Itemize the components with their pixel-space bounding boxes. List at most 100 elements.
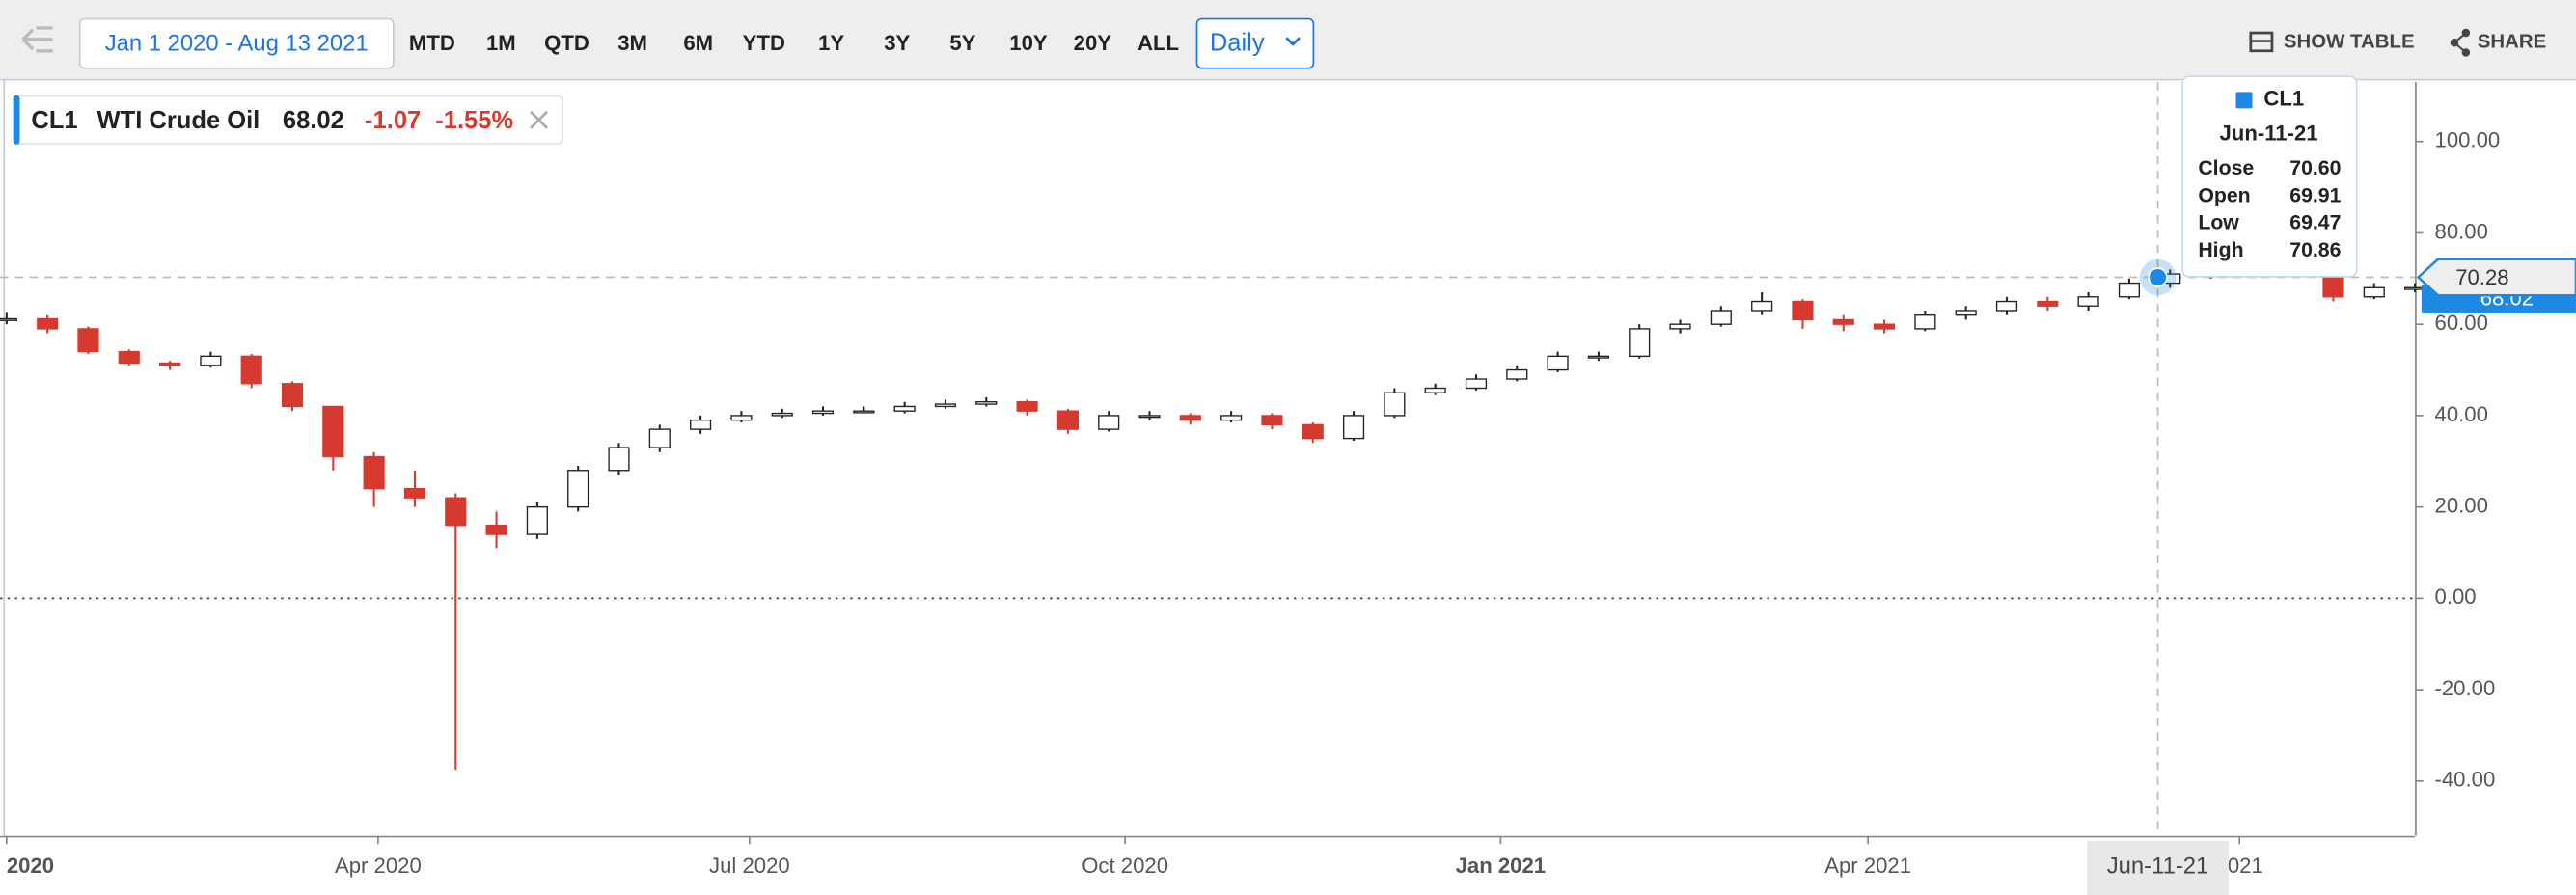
candle-body <box>934 403 957 408</box>
range-buttons: MTD 1M QTD 3M 6M YTD 1Y 3Y 5Y 10Y 20Y ALL <box>409 31 1179 55</box>
x-tick-label: 2020 <box>7 854 54 878</box>
candle-body <box>1710 310 1732 325</box>
candle-body <box>690 419 712 430</box>
candle-body <box>1098 415 1120 430</box>
share[interactable]: SHARE <box>2478 32 2547 53</box>
candle-body <box>1547 355 1569 371</box>
candle-body <box>1792 300 1814 321</box>
crosshair-date-label: Jun-11-21 <box>2107 853 2209 879</box>
candle-body <box>2363 286 2385 298</box>
tooltip-label: Close <box>2198 156 2254 179</box>
legend-accent <box>13 95 20 145</box>
candle-body <box>1873 323 1896 330</box>
tooltip-swatch <box>2235 92 2253 109</box>
range-button[interactable]: QTD <box>544 31 589 55</box>
range-button[interactable]: 5Y <box>949 31 975 55</box>
candle-body <box>608 447 630 472</box>
candle-body <box>1955 310 1977 316</box>
candle-body <box>771 412 793 417</box>
tooltip-label: Low <box>2198 211 2239 234</box>
candle-body <box>200 355 222 366</box>
candle-body <box>363 455 385 490</box>
candle-body <box>1016 401 1038 412</box>
tooltip: CL1 Jun-11-21 Close 70.60 Open 69.91 Low 69.4… <box>2181 75 2358 278</box>
interval[interactable]: Daily <box>1210 30 1265 57</box>
candle-body <box>2118 282 2141 298</box>
candle-body <box>1424 387 1446 393</box>
legend-price: 68.02 <box>283 107 344 134</box>
y-tick-label: 100.00 <box>2435 128 2501 152</box>
y-tick-label: 20.00 <box>2435 493 2488 517</box>
share-icon-lines <box>2453 32 2467 54</box>
candle-body <box>1138 415 1161 419</box>
candle-body <box>281 383 304 408</box>
range-button[interactable]: ALL <box>1137 31 1179 55</box>
candle-body <box>1179 415 1201 421</box>
candle-body <box>1832 318 1854 325</box>
y-tick-label: 80.00 <box>2435 219 2488 243</box>
y-tick-label: 0.00 <box>2435 584 2477 609</box>
candle-body <box>2077 296 2099 307</box>
y-tick-label: -20.00 <box>2435 676 2496 700</box>
candle-body <box>526 505 548 535</box>
range-button[interactable]: MTD <box>409 31 455 55</box>
candle-body <box>118 350 140 365</box>
range-button[interactable]: 3M <box>617 31 647 55</box>
legend-change-pct: -1.55% <box>435 107 513 134</box>
candle-body <box>893 405 916 412</box>
tooltip-value: 70.86 <box>2289 238 2341 261</box>
candle-body <box>648 428 671 448</box>
candle-body <box>1384 392 1406 417</box>
back-icon[interactable] <box>21 26 53 53</box>
range-button[interactable]: 1M <box>486 31 516 55</box>
tooltip-box <box>2181 75 2358 278</box>
candle-body <box>322 405 344 458</box>
show-table[interactable]: SHOW TABLE <box>2284 32 2415 53</box>
candle-body <box>853 410 875 414</box>
candle-body <box>37 317 59 330</box>
interval-dropdown[interactable] <box>1195 17 1315 69</box>
candle-body <box>1342 415 1365 440</box>
tooltip-symbol: CL1 <box>2263 87 2304 111</box>
candle-body <box>1751 300 1773 312</box>
tooltip-date: Jun-11-21 <box>2220 121 2318 145</box>
hover-point <box>2148 267 2168 287</box>
range-button[interactable]: YTD <box>743 31 785 55</box>
range-button[interactable]: 3Y <box>884 31 910 55</box>
candle-body <box>811 410 835 415</box>
x-tick-label: Jul 2020 <box>709 854 790 878</box>
candle-body <box>1465 378 1488 390</box>
candle-body <box>1914 314 1936 330</box>
candle-body <box>159 362 181 366</box>
candle-body <box>1302 423 1324 440</box>
date-range[interactable]: Jan 1 2020 - Aug 13 2021 <box>105 30 369 56</box>
tooltip-value: 70.60 <box>2289 156 2341 179</box>
date-range-button[interactable] <box>78 17 395 69</box>
candle-body <box>77 328 99 353</box>
candle-body <box>445 497 467 527</box>
x-tick-label: Oct 2020 <box>1082 854 1168 878</box>
y-tick-label: 40.00 <box>2435 402 2488 426</box>
range-button[interactable]: 20Y <box>1074 31 1112 55</box>
candle-body <box>975 401 998 405</box>
candle-body <box>730 415 753 421</box>
candle-body <box>240 355 262 385</box>
tooltip-value: 69.91 <box>2289 183 2341 206</box>
candle-body <box>1629 328 1651 358</box>
candle-body <box>403 488 426 499</box>
range-button[interactable]: 6M <box>683 31 713 55</box>
y-tick-label: 60.00 <box>2435 311 2488 335</box>
y-tick-label: -40.00 <box>2435 768 2496 792</box>
legend-symbol: CL1 <box>31 107 77 134</box>
candle-body <box>567 470 589 508</box>
x-tick-label: Apr 2021 <box>1824 854 1911 878</box>
candle-body <box>1261 415 1283 426</box>
dropdown-arrow <box>1285 37 1301 46</box>
range-button[interactable]: 10Y <box>1009 31 1048 55</box>
tooltip-label: High <box>2198 238 2243 261</box>
legend-close[interactable] <box>530 110 549 129</box>
range-button[interactable]: 1Y <box>818 31 844 55</box>
x-tick-label: Jan 2021 <box>1456 854 1546 878</box>
tooltip-value: 69.47 <box>2289 211 2341 234</box>
